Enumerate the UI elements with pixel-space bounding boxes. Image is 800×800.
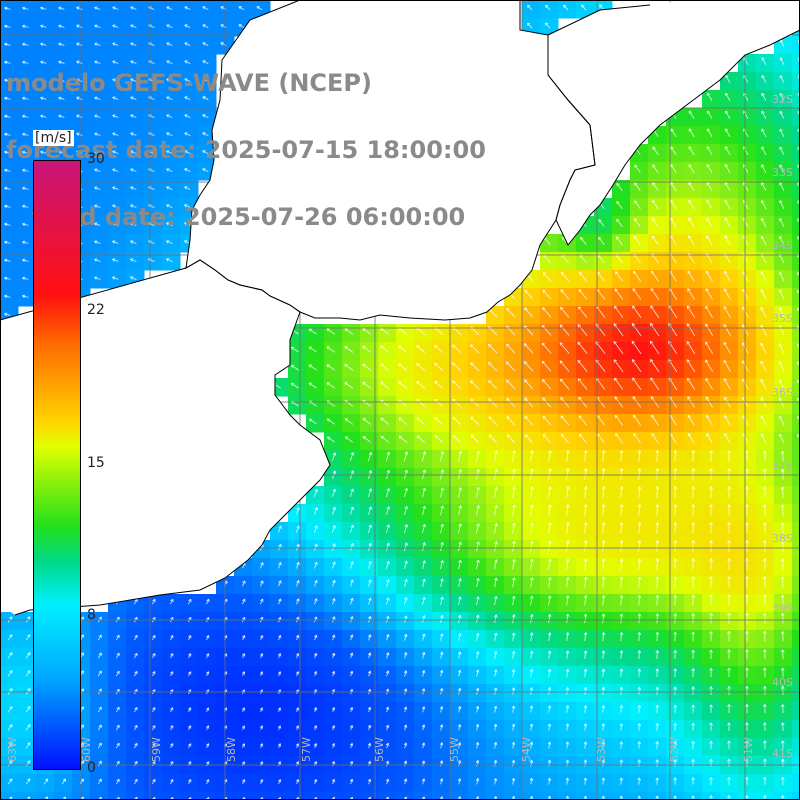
- lat-label: 36S: [772, 386, 793, 399]
- lon-label: 63W: [6, 737, 19, 762]
- colorbar: [33, 160, 81, 770]
- lon-label: 52W: [668, 737, 681, 762]
- lon-label: 60W: [80, 737, 93, 762]
- lon-label: 51W: [742, 737, 755, 762]
- lon-label: 57W: [300, 737, 313, 762]
- colorbar-tick-30: 30: [87, 151, 105, 167]
- wind-vector-arrows: [4, 3, 800, 800]
- colorbar-unit: [m/s]: [33, 130, 74, 146]
- lat-label: 37S: [772, 459, 793, 472]
- coastline: [0, 0, 800, 616]
- latitude-labels: 32S 33S 34S 35S 36S 37S 38S 39S 40S 41S: [772, 93, 793, 760]
- lat-label: 41S: [772, 747, 793, 760]
- lat-label: 35S: [772, 312, 793, 325]
- lon-label: 58W: [225, 737, 238, 762]
- lat-label: 32S: [772, 93, 793, 106]
- colorbar-tick-0: 0: [87, 760, 96, 776]
- lat-label: 34S: [772, 239, 793, 252]
- lat-label: 39S: [772, 602, 793, 615]
- lon-label: 54W: [520, 737, 533, 762]
- colorbar-tick-15: 15: [87, 455, 105, 471]
- lat-label: 33S: [772, 166, 793, 179]
- lat-label: 40S: [772, 676, 793, 689]
- longitude-labels: 63W 60W 59W 58W 57W 56W 55W 54W 53W 52W 51W: [6, 737, 755, 762]
- lon-label: 59W: [150, 737, 163, 762]
- lon-label: 53W: [595, 737, 608, 762]
- colorbar-tick-22: 22: [87, 302, 105, 318]
- lon-label: 55W: [448, 737, 461, 762]
- colorbar-tick-8: 8: [87, 607, 96, 623]
- lon-label: 56W: [373, 737, 386, 762]
- lat-label: 38S: [772, 532, 793, 545]
